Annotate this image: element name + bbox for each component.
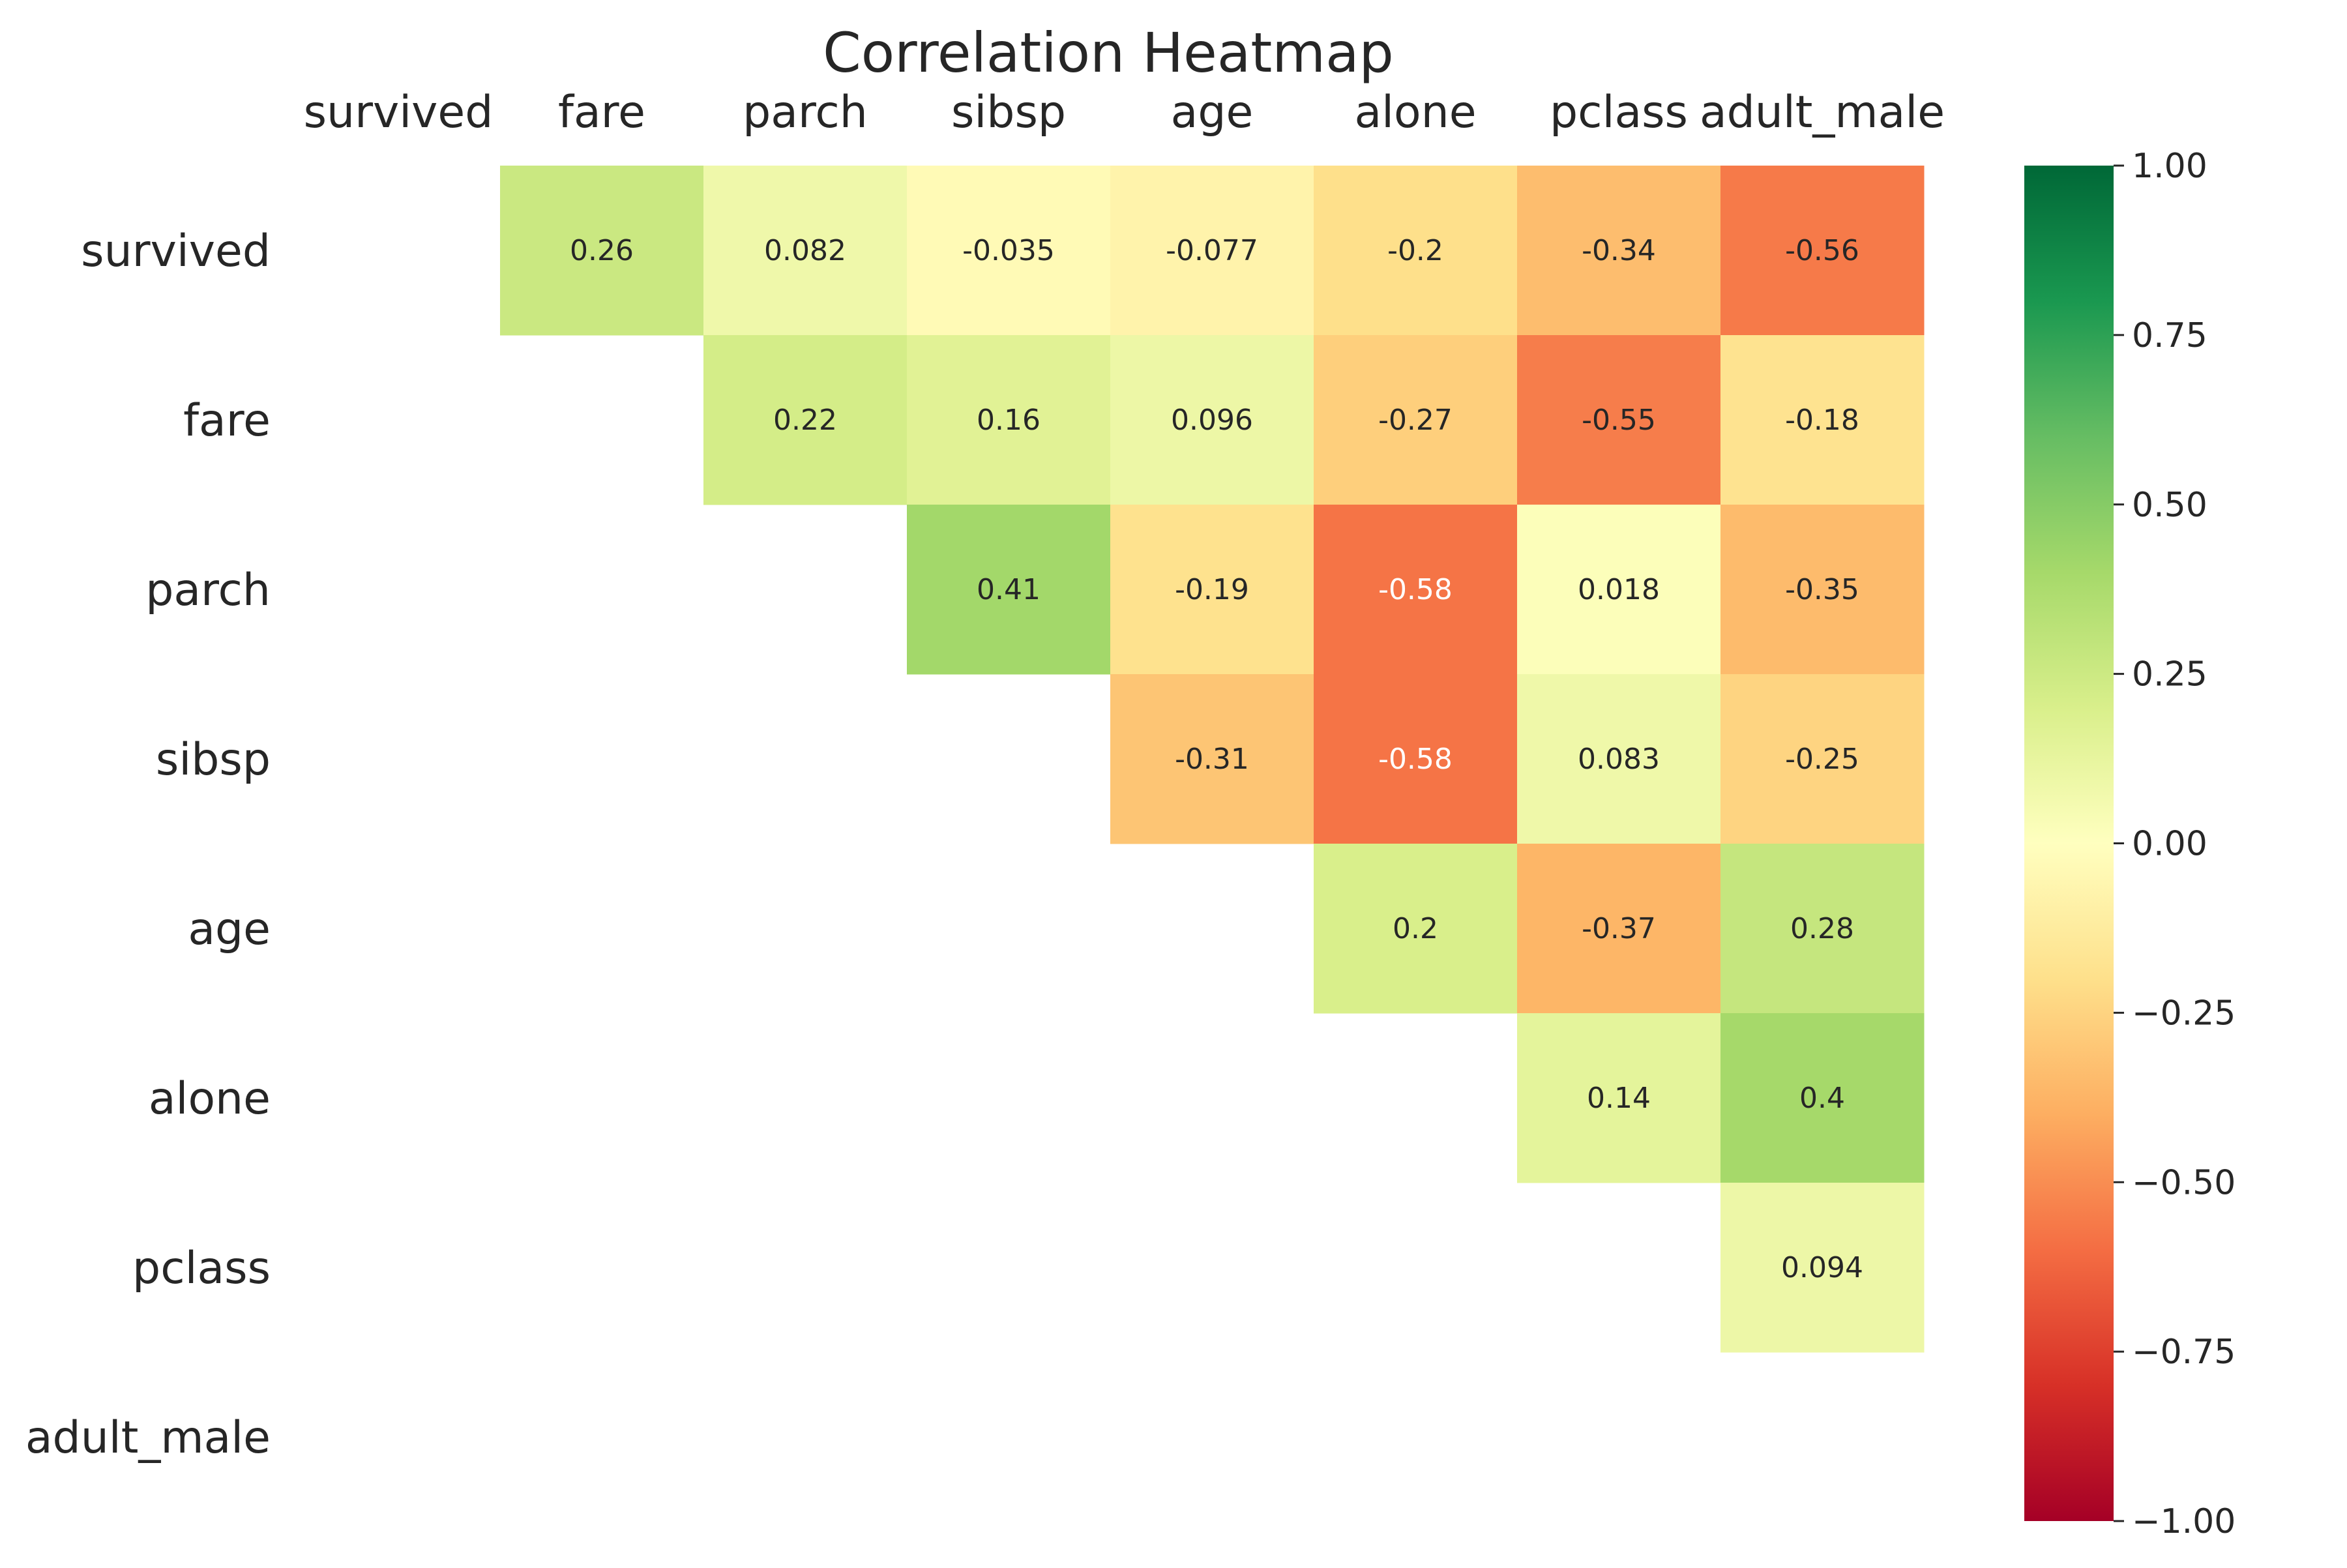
heatmap-cell-fare-age	[1110, 335, 1314, 505]
cell-value-fare-age: 0.096	[1171, 404, 1253, 437]
col-label-alone: alone	[1354, 87, 1476, 138]
cell-value-survived-fare: 0.26	[570, 234, 634, 267]
column-labels: survived fare parch sibsp age alone pclass adul…	[304, 87, 1945, 138]
row-label-age: age	[188, 904, 271, 955]
col-label-sibsp: sibsp	[951, 87, 1066, 138]
heatmap-cell-pclass-adult-male	[1720, 1183, 1925, 1353]
heatmap-cell-sibsp-adult-male	[1720, 674, 1925, 844]
row-label-adult-male: adult_male	[25, 1412, 271, 1464]
heatmap-cell-alone-adult-male	[1720, 1013, 1925, 1183]
heatmap-cell-sibsp-pclass	[1517, 674, 1721, 844]
colorbar-tick-label: −0.25	[2132, 994, 2236, 1033]
heatmap-cell-age-alone	[1314, 844, 1518, 1014]
cell-value-parch-pclass: 0.018	[1578, 573, 1660, 606]
colorbar-ticks: 1.00 0.75 0.50 0.25 0.00 −0.25 −0.50 −0.75 −1.00	[2114, 147, 2236, 1541]
heatmap-cell-fare-adult-male	[1720, 335, 1925, 505]
chart-title: Correlation Heatmap	[823, 21, 1394, 85]
row-label-sibsp: sibsp	[156, 734, 271, 786]
cell-value-survived-alone: -0.2	[1387, 234, 1443, 267]
cell-value-sibsp-alone: -0.58	[1378, 743, 1453, 776]
heatmap-cell-survived-fare	[500, 166, 704, 336]
cell-value-alone-adult-male: 0.4	[1799, 1082, 1845, 1115]
cell-value-parch-adult-male: -0.35	[1785, 573, 1859, 606]
cell-value-survived-sibsp: -0.035	[962, 234, 1055, 267]
cell-value-parch-alone: -0.58	[1378, 573, 1453, 606]
cell-value-survived-adult-male: -0.56	[1785, 234, 1859, 267]
col-label-age: age	[1171, 87, 1254, 138]
col-label-pclass: pclass	[1550, 87, 1688, 138]
cell-value-age-pclass: -0.37	[1582, 912, 1656, 945]
heatmap-cell-survived-parch	[703, 166, 908, 336]
colorbar-tick-label: −1.00	[2132, 1502, 2236, 1541]
colorbar-tick-label: 0.50	[2132, 486, 2207, 525]
colorbar-tick-label: 0.75	[2132, 316, 2207, 355]
cell-value-fare-pclass: -0.55	[1582, 404, 1656, 437]
row-label-fare: fare	[183, 395, 271, 447]
heatmap-cell-fare-alone	[1314, 335, 1518, 505]
heatmap-cell-parch-adult-male	[1720, 505, 1925, 675]
cell-value-survived-pclass: -0.34	[1582, 234, 1656, 267]
heatmap-cell-survived-age	[1110, 166, 1314, 336]
heatmap-cell-parch-pclass	[1517, 505, 1721, 675]
cell-value-pclass-adult-male: 0.094	[1781, 1251, 1863, 1284]
cell-value-fare-sibsp: 0.16	[977, 404, 1041, 437]
cell-value-sibsp-pclass: 0.083	[1578, 743, 1660, 776]
row-label-pclass: pclass	[132, 1243, 271, 1294]
cell-value-parch-sibsp: 0.41	[977, 573, 1041, 606]
colorbar-tick-label: 1.00	[2132, 147, 2207, 186]
row-label-alone: alone	[149, 1073, 271, 1125]
row-label-survived: survived	[81, 226, 271, 277]
colorbar-gradient	[2024, 166, 2114, 1521]
heatmap-cell-survived-alone	[1314, 166, 1518, 336]
cell-value-parch-age: -0.19	[1175, 573, 1249, 606]
cell-value-alone-pclass: 0.14	[1587, 1082, 1651, 1115]
heatmap-cell-parch-alone	[1314, 505, 1518, 675]
cell-value-fare-adult-male: -0.18	[1785, 404, 1859, 437]
row-labels: survived fare parch sibsp age alone pclass adul…	[25, 226, 271, 1464]
heatmap-cell-sibsp-age	[1110, 674, 1314, 844]
colorbar-tick-label: 0.25	[2132, 655, 2207, 694]
colorbar-tick-label: −0.50	[2132, 1163, 2236, 1202]
heatmap-cell-age-pclass	[1517, 844, 1721, 1014]
heatmap-cell-sibsp-alone	[1314, 674, 1518, 844]
heatmap-cell-parch-sibsp	[907, 505, 1111, 675]
cell-value-age-alone: 0.2	[1393, 912, 1438, 945]
heatmap-cell-fare-parch	[703, 335, 908, 505]
cell-value-sibsp-age: -0.31	[1175, 743, 1249, 776]
cell-value-fare-parch: 0.22	[773, 404, 837, 437]
heatmap-cell-survived-adult-male	[1720, 166, 1925, 336]
row-label-parch: parch	[145, 565, 271, 616]
colorbar-tick-label: 0.00	[2132, 825, 2207, 864]
cell-value-survived-age: -0.077	[1166, 234, 1258, 267]
cell-value-sibsp-adult-male: -0.25	[1785, 743, 1859, 776]
heatmap-cell-survived-pclass	[1517, 166, 1721, 336]
heatmap-cell-survived-sibsp	[907, 166, 1111, 336]
col-label-adult-male: adult_male	[1700, 87, 1945, 138]
col-label-fare: fare	[558, 87, 645, 138]
col-label-parch: parch	[743, 87, 868, 138]
colorbar	[2024, 166, 2114, 1521]
cell-value-age-adult-male: 0.28	[1790, 912, 1854, 945]
colorbar-tick-label: −0.75	[2132, 1333, 2236, 1372]
heatmap-cell-alone-pclass	[1517, 1013, 1721, 1183]
cell-value-survived-parch: 0.082	[764, 234, 846, 267]
col-label-survived: survived	[304, 87, 494, 138]
heatmap-cell-age-adult-male	[1720, 844, 1925, 1014]
heatmap-cell-parch-age	[1110, 505, 1314, 675]
heatmap-cell-fare-pclass	[1517, 335, 1721, 505]
heatmap-cell-fare-sibsp	[907, 335, 1111, 505]
heatmap-cells: 0.26 0.082 -0.035 -0.077 -0.2 -0.34 -0.56 0.22 0…	[500, 166, 1925, 1353]
cell-value-fare-alone: -0.27	[1378, 404, 1453, 437]
